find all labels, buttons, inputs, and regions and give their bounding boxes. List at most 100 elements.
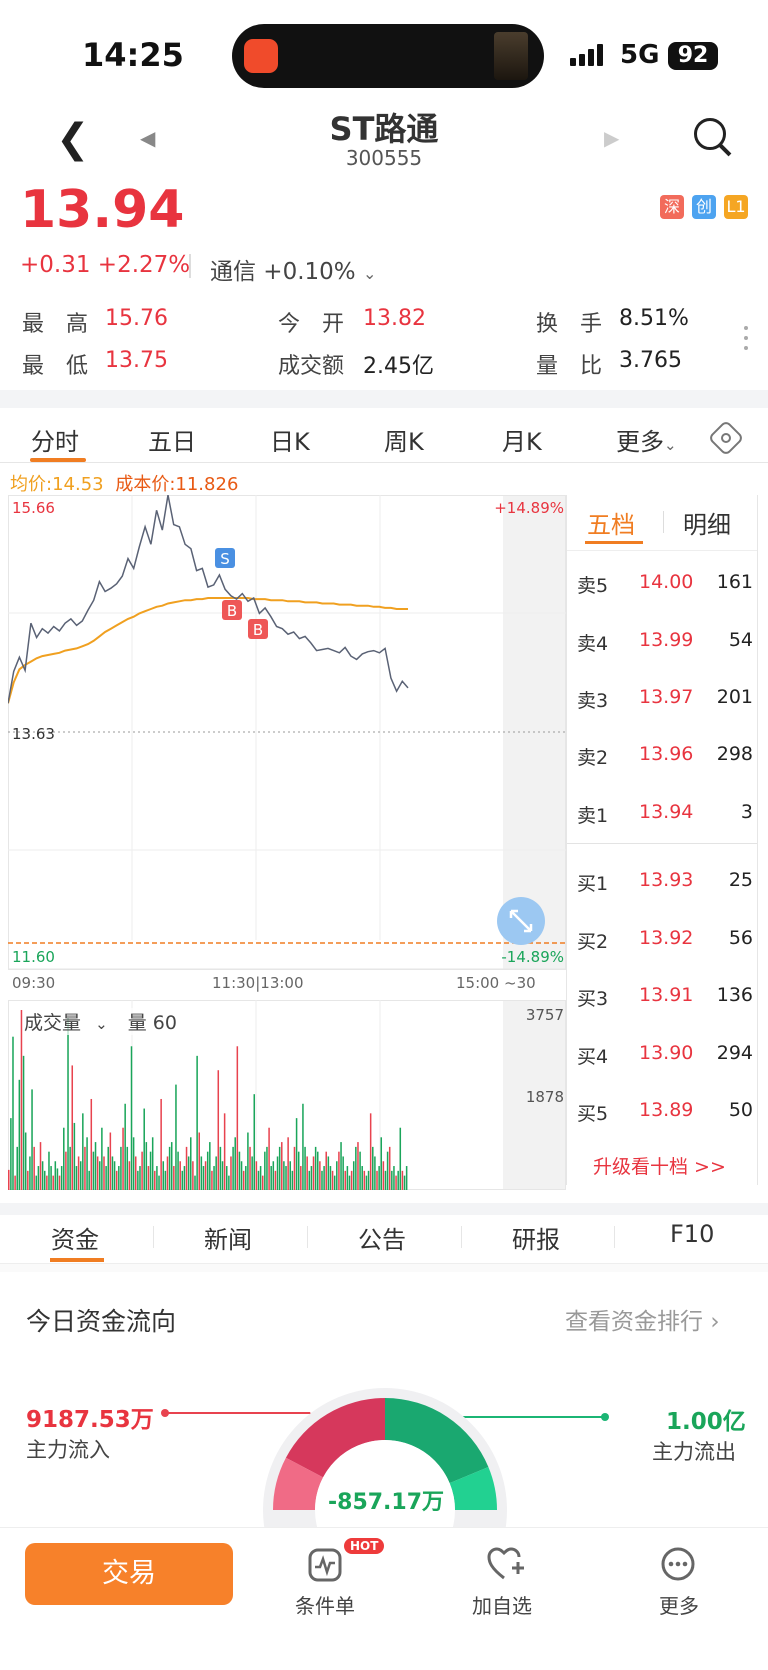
volume-bar — [84, 1146, 86, 1190]
open-value: 13.82 — [363, 306, 426, 331]
cost-price-label: 成本价:11.826 — [115, 474, 239, 495]
volume-bar — [272, 1161, 275, 1190]
next-stock-icon[interactable]: ▶ — [604, 126, 620, 150]
buy-mark-label: B — [227, 602, 237, 620]
volume-bar — [154, 1170, 156, 1190]
bid-label: 买3 — [577, 988, 609, 1010]
volume-bar — [113, 1161, 116, 1190]
fund-flow-donut[interactable] — [150, 1380, 620, 1530]
bid-label: 买2 — [577, 931, 609, 953]
tab-f10[interactable]: F10 — [670, 1220, 715, 1248]
volume-bar — [22, 1055, 25, 1190]
main-inflow-label: 主力流入 — [26, 1438, 110, 1462]
intraday-price-chart[interactable]: 15.66 +14.89% 13.63 11.60 -14.89% S B B — [8, 495, 566, 970]
tab-news[interactable]: 新闻 — [204, 1226, 252, 1254]
volume-bar — [164, 1170, 167, 1190]
main-inflow-value: 9187.53万 — [26, 1407, 154, 1433]
condition-order-label: 条件单 — [295, 1594, 355, 1618]
volume-bar — [115, 1170, 118, 1190]
price-change: +0.31 +2.27% — [20, 252, 191, 278]
volume-bar — [33, 1146, 35, 1190]
tab-weekly-k[interactable]: 周K — [384, 428, 424, 456]
tab-funds[interactable]: 资金 — [51, 1226, 99, 1254]
volume-bar — [54, 1161, 57, 1190]
divider — [0, 462, 768, 463]
volume-bar — [253, 1094, 256, 1190]
tab-more[interactable]: 更多⌄ — [616, 422, 677, 457]
upgrade-ten-levels-link[interactable]: 升级看十档 >> — [593, 1156, 726, 1178]
volume-chart[interactable]: 3757 1878 — [8, 1000, 566, 1190]
tab-daily-k[interactable]: 日K — [270, 428, 310, 456]
volume-selector[interactable]: 成交量 ⌄ 量 60 — [24, 1008, 177, 1035]
tab-trade-details[interactable]: 明细 — [683, 511, 731, 539]
sector-change[interactable]: 通信 +0.10% ⌄ — [210, 252, 376, 286]
tab-five-levels[interactable]: 五档 — [587, 511, 635, 539]
volume-bar — [382, 1161, 385, 1190]
volume-bar — [386, 1151, 389, 1190]
hot-badge: HOT — [344, 1538, 385, 1554]
volume-bar — [14, 1175, 16, 1190]
volume-bar — [291, 1170, 294, 1190]
pct-top-label: +14.89% — [494, 499, 564, 517]
volume-bar — [156, 1166, 158, 1190]
volume-bar — [50, 1166, 52, 1190]
add-watchlist-button[interactable]: 加自选 — [460, 1540, 570, 1620]
volume-bar — [204, 1161, 207, 1190]
network-type: 5G — [620, 40, 660, 70]
back-icon[interactable]: ❮ — [56, 116, 90, 162]
fund-ranking-link[interactable]: 查看资金排行 › — [565, 1302, 720, 1336]
volume-bar — [101, 1127, 103, 1190]
volume-bar — [175, 1084, 177, 1190]
volume-bar — [141, 1151, 143, 1190]
fund-ranking-label: 查看资金排行 — [565, 1309, 703, 1335]
low-label: 最 低 — [22, 354, 89, 379]
tab-monthly-k[interactable]: 月K — [502, 428, 542, 456]
volume-bar — [111, 1156, 114, 1190]
volume-bar — [327, 1156, 330, 1190]
volume-bar — [264, 1151, 266, 1190]
bid-price: 13.91 — [639, 984, 694, 1006]
bid-volume: 294 — [716, 1042, 753, 1064]
more-button[interactable]: 更多 — [640, 1540, 720, 1620]
trade-button[interactable]: 交易 — [25, 1543, 233, 1605]
divider — [461, 1226, 462, 1248]
volume-bar — [247, 1132, 249, 1190]
volume-bar — [340, 1142, 342, 1190]
fullscreen-icon[interactable] — [497, 897, 545, 945]
search-icon[interactable] — [694, 118, 726, 150]
x-label-close: 15:00 ~30 — [456, 974, 536, 992]
buy-mark[interactable]: B — [222, 600, 242, 620]
volume-bar — [232, 1146, 234, 1190]
volume-bar — [374, 1156, 376, 1190]
conditional-order-button[interactable]: 条件单 — [270, 1540, 380, 1620]
more-vertical-icon[interactable] — [744, 326, 748, 356]
volume-bar — [92, 1151, 95, 1190]
volume-bar — [350, 1170, 353, 1190]
ask-label: 卖5 — [577, 575, 609, 597]
volume-bar — [143, 1108, 145, 1190]
volume-bar — [261, 1175, 264, 1190]
volume-bar — [183, 1166, 186, 1190]
tab-research[interactable]: 研报 — [512, 1226, 560, 1254]
volume-tick-max: 3757 — [526, 1006, 564, 1024]
volume-bar — [200, 1156, 203, 1190]
volume-bar — [331, 1170, 334, 1190]
chart-legend: 均价:14.53 成本价:11.826 — [10, 470, 238, 496]
volume-bar — [73, 1122, 76, 1190]
add-watchlist-label: 加自选 — [472, 1594, 532, 1618]
tab-announcements[interactable]: 公告 — [358, 1226, 406, 1254]
tab-five-day[interactable]: 五日 — [148, 428, 196, 456]
volume-bar — [145, 1142, 148, 1190]
settings-icon[interactable] — [707, 419, 745, 457]
buy-mark[interactable]: B — [248, 619, 268, 639]
previous-stock-icon[interactable]: ◀ — [140, 126, 156, 150]
ask-label: 卖1 — [577, 805, 609, 827]
volume-bar — [240, 1161, 243, 1190]
volume-bar — [132, 1137, 135, 1190]
sell-mark[interactable]: S — [215, 548, 235, 568]
tab-intraday[interactable]: 分时 — [31, 428, 79, 456]
inflow-segment — [273, 1457, 324, 1510]
volume-bar — [213, 1166, 215, 1190]
volume-bar — [255, 1161, 258, 1190]
volume-bar — [52, 1175, 54, 1190]
